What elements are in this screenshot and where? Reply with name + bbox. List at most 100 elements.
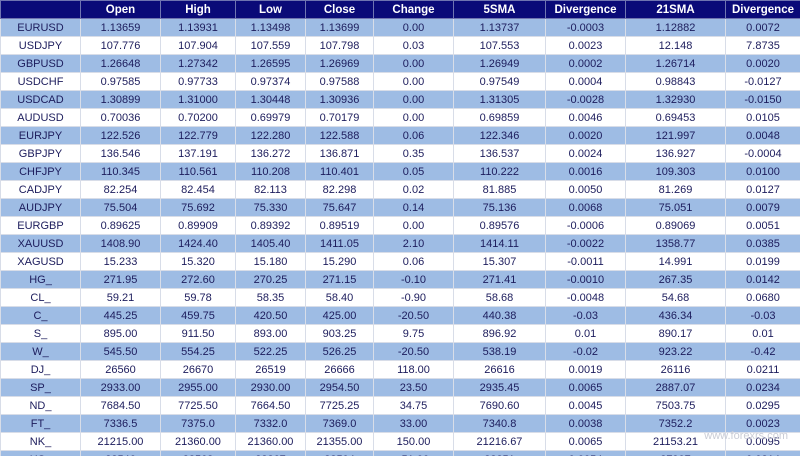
watermark: www.forexrs.com: [704, 430, 788, 442]
value-cell: 28568: [160, 450, 236, 456]
value-cell: 0.89909: [160, 216, 236, 235]
value-cell: 436.34: [625, 306, 726, 325]
value-cell: 59.78: [160, 288, 236, 307]
value-cell: 0.0023: [725, 414, 800, 433]
value-cell: 0.69979: [235, 108, 306, 127]
value-cell: 890.17: [625, 324, 726, 343]
table-row: USDCHF 0.97585 0.97733 0.97374 0.97588 0.00 0.…: [0, 72, 800, 91]
value-cell: 75.051: [625, 198, 726, 217]
value-cell: 0.89069: [625, 216, 726, 235]
value-cell: -0.0150: [725, 90, 800, 109]
symbol-cell: HG_: [0, 270, 81, 289]
value-cell: 0.70179: [305, 108, 374, 127]
value-cell: 0.0054: [545, 450, 626, 456]
value-cell: 75.692: [160, 198, 236, 217]
value-cell: 1.13498: [235, 18, 306, 37]
value-cell: 0.0004: [545, 72, 626, 91]
value-cell: 1.27342: [160, 54, 236, 73]
table-body: EURUSD 1.13659 1.13931 1.13498 1.13699 0.00 1.…: [0, 18, 800, 456]
value-cell: 26670: [160, 360, 236, 379]
value-cell: 0.35: [373, 144, 454, 163]
value-cell: 15.290: [305, 252, 374, 271]
value-cell: 0.0199: [725, 252, 800, 271]
value-cell: 2954.50: [305, 378, 374, 397]
value-cell: 0.89625: [80, 216, 161, 235]
value-cell: 1.13931: [160, 18, 236, 37]
value-cell: 0.0020: [545, 126, 626, 145]
value-cell: 0.01: [545, 324, 626, 343]
value-cell: -51.00: [373, 450, 454, 456]
value-cell: 7336.5: [80, 414, 161, 433]
value-cell: 58.35: [235, 288, 306, 307]
value-cell: 0.0100: [725, 162, 800, 181]
value-cell: 7684.50: [80, 396, 161, 415]
value-cell: 1.26969: [305, 54, 374, 73]
value-cell: 0.97733: [160, 72, 236, 91]
symbol-cell: EURGBP: [0, 216, 81, 235]
value-cell: 7690.60: [453, 396, 546, 415]
value-cell: 0.14: [373, 198, 454, 217]
value-cell: 1.31305: [453, 90, 546, 109]
value-cell: 1405.40: [235, 234, 306, 253]
value-cell: 58.40: [305, 288, 374, 307]
value-cell: 21216.67: [453, 432, 546, 451]
value-cell: 0.06: [373, 252, 454, 271]
value-cell: 1.30936: [305, 90, 374, 109]
table-row: C_ 445.25 459.75 420.50 425.00 -20.50 440.38 -0…: [0, 306, 800, 325]
value-cell: 7725.25: [305, 396, 374, 415]
value-cell: 0.00: [373, 108, 454, 127]
value-cell: 0.0023: [545, 36, 626, 55]
value-cell: 1.26595: [235, 54, 306, 73]
value-cell: 0.70036: [80, 108, 161, 127]
symbol-cell: CADJPY: [0, 180, 81, 199]
value-cell: -0.03: [545, 306, 626, 325]
value-cell: 33.00: [373, 414, 454, 433]
value-cell: 0.0046: [545, 108, 626, 127]
value-cell: 107.553: [453, 36, 546, 55]
table-row: EURGBP 0.89625 0.89909 0.89392 0.89519 0.00 0.…: [0, 216, 800, 235]
value-cell: 82.254: [80, 180, 161, 199]
value-cell: 26666: [305, 360, 374, 379]
value-cell: 0.06: [373, 126, 454, 145]
value-cell: 14.991: [625, 252, 726, 271]
symbol-cell: USDCHF: [0, 72, 81, 91]
symbol-cell: XAUUSD: [0, 234, 81, 253]
value-cell: 28351: [453, 450, 546, 456]
value-cell: 0.69453: [625, 108, 726, 127]
value-cell: 110.208: [235, 162, 306, 181]
value-cell: 0.0680: [725, 288, 800, 307]
value-cell: 0.0038: [545, 414, 626, 433]
value-cell: -0.90: [373, 288, 454, 307]
table-row: XAUUSD 1408.90 1424.40 1405.40 1411.05 2.10 14…: [0, 234, 800, 253]
value-cell: 0.89576: [453, 216, 546, 235]
value-cell: 272.60: [160, 270, 236, 289]
table-row: DJ_ 26560 26670 26519 26666 118.00 26616 0.0019…: [0, 360, 800, 379]
value-cell: -0.0004: [725, 144, 800, 163]
value-cell: 911.50: [160, 324, 236, 343]
value-cell: 538.19: [453, 342, 546, 361]
value-cell: 2933.00: [80, 378, 161, 397]
value-cell: 0.00: [373, 72, 454, 91]
value-cell: 122.588: [305, 126, 374, 145]
value-cell: 2935.45: [453, 378, 546, 397]
value-cell: 0.97374: [235, 72, 306, 91]
table-row: NK_ 21215.00 21360.00 21360.00 21355.00 150.0…: [0, 432, 800, 451]
value-cell: -0.02: [545, 342, 626, 361]
value-cell: 21355.00: [305, 432, 374, 451]
header-cell: [0, 0, 81, 19]
value-cell: 1.13737: [453, 18, 546, 37]
header-cell: Change: [373, 0, 454, 19]
value-cell: 1.12882: [625, 18, 726, 37]
value-cell: 0.05: [373, 162, 454, 181]
value-cell: 0.0002: [545, 54, 626, 73]
value-cell: 107.776: [80, 36, 161, 55]
value-cell: 26616: [453, 360, 546, 379]
value-cell: 1408.90: [80, 234, 161, 253]
value-cell: 21360.00: [235, 432, 306, 451]
value-cell: 15.180: [235, 252, 306, 271]
table-row: W_ 545.50 554.25 522.25 526.25 -20.50 538.19 -0…: [0, 342, 800, 361]
table-row: SP_ 2933.00 2955.00 2930.00 2954.50 23.50 2935…: [0, 378, 800, 397]
value-cell: 893.00: [235, 324, 306, 343]
value-cell: -20.50: [373, 306, 454, 325]
